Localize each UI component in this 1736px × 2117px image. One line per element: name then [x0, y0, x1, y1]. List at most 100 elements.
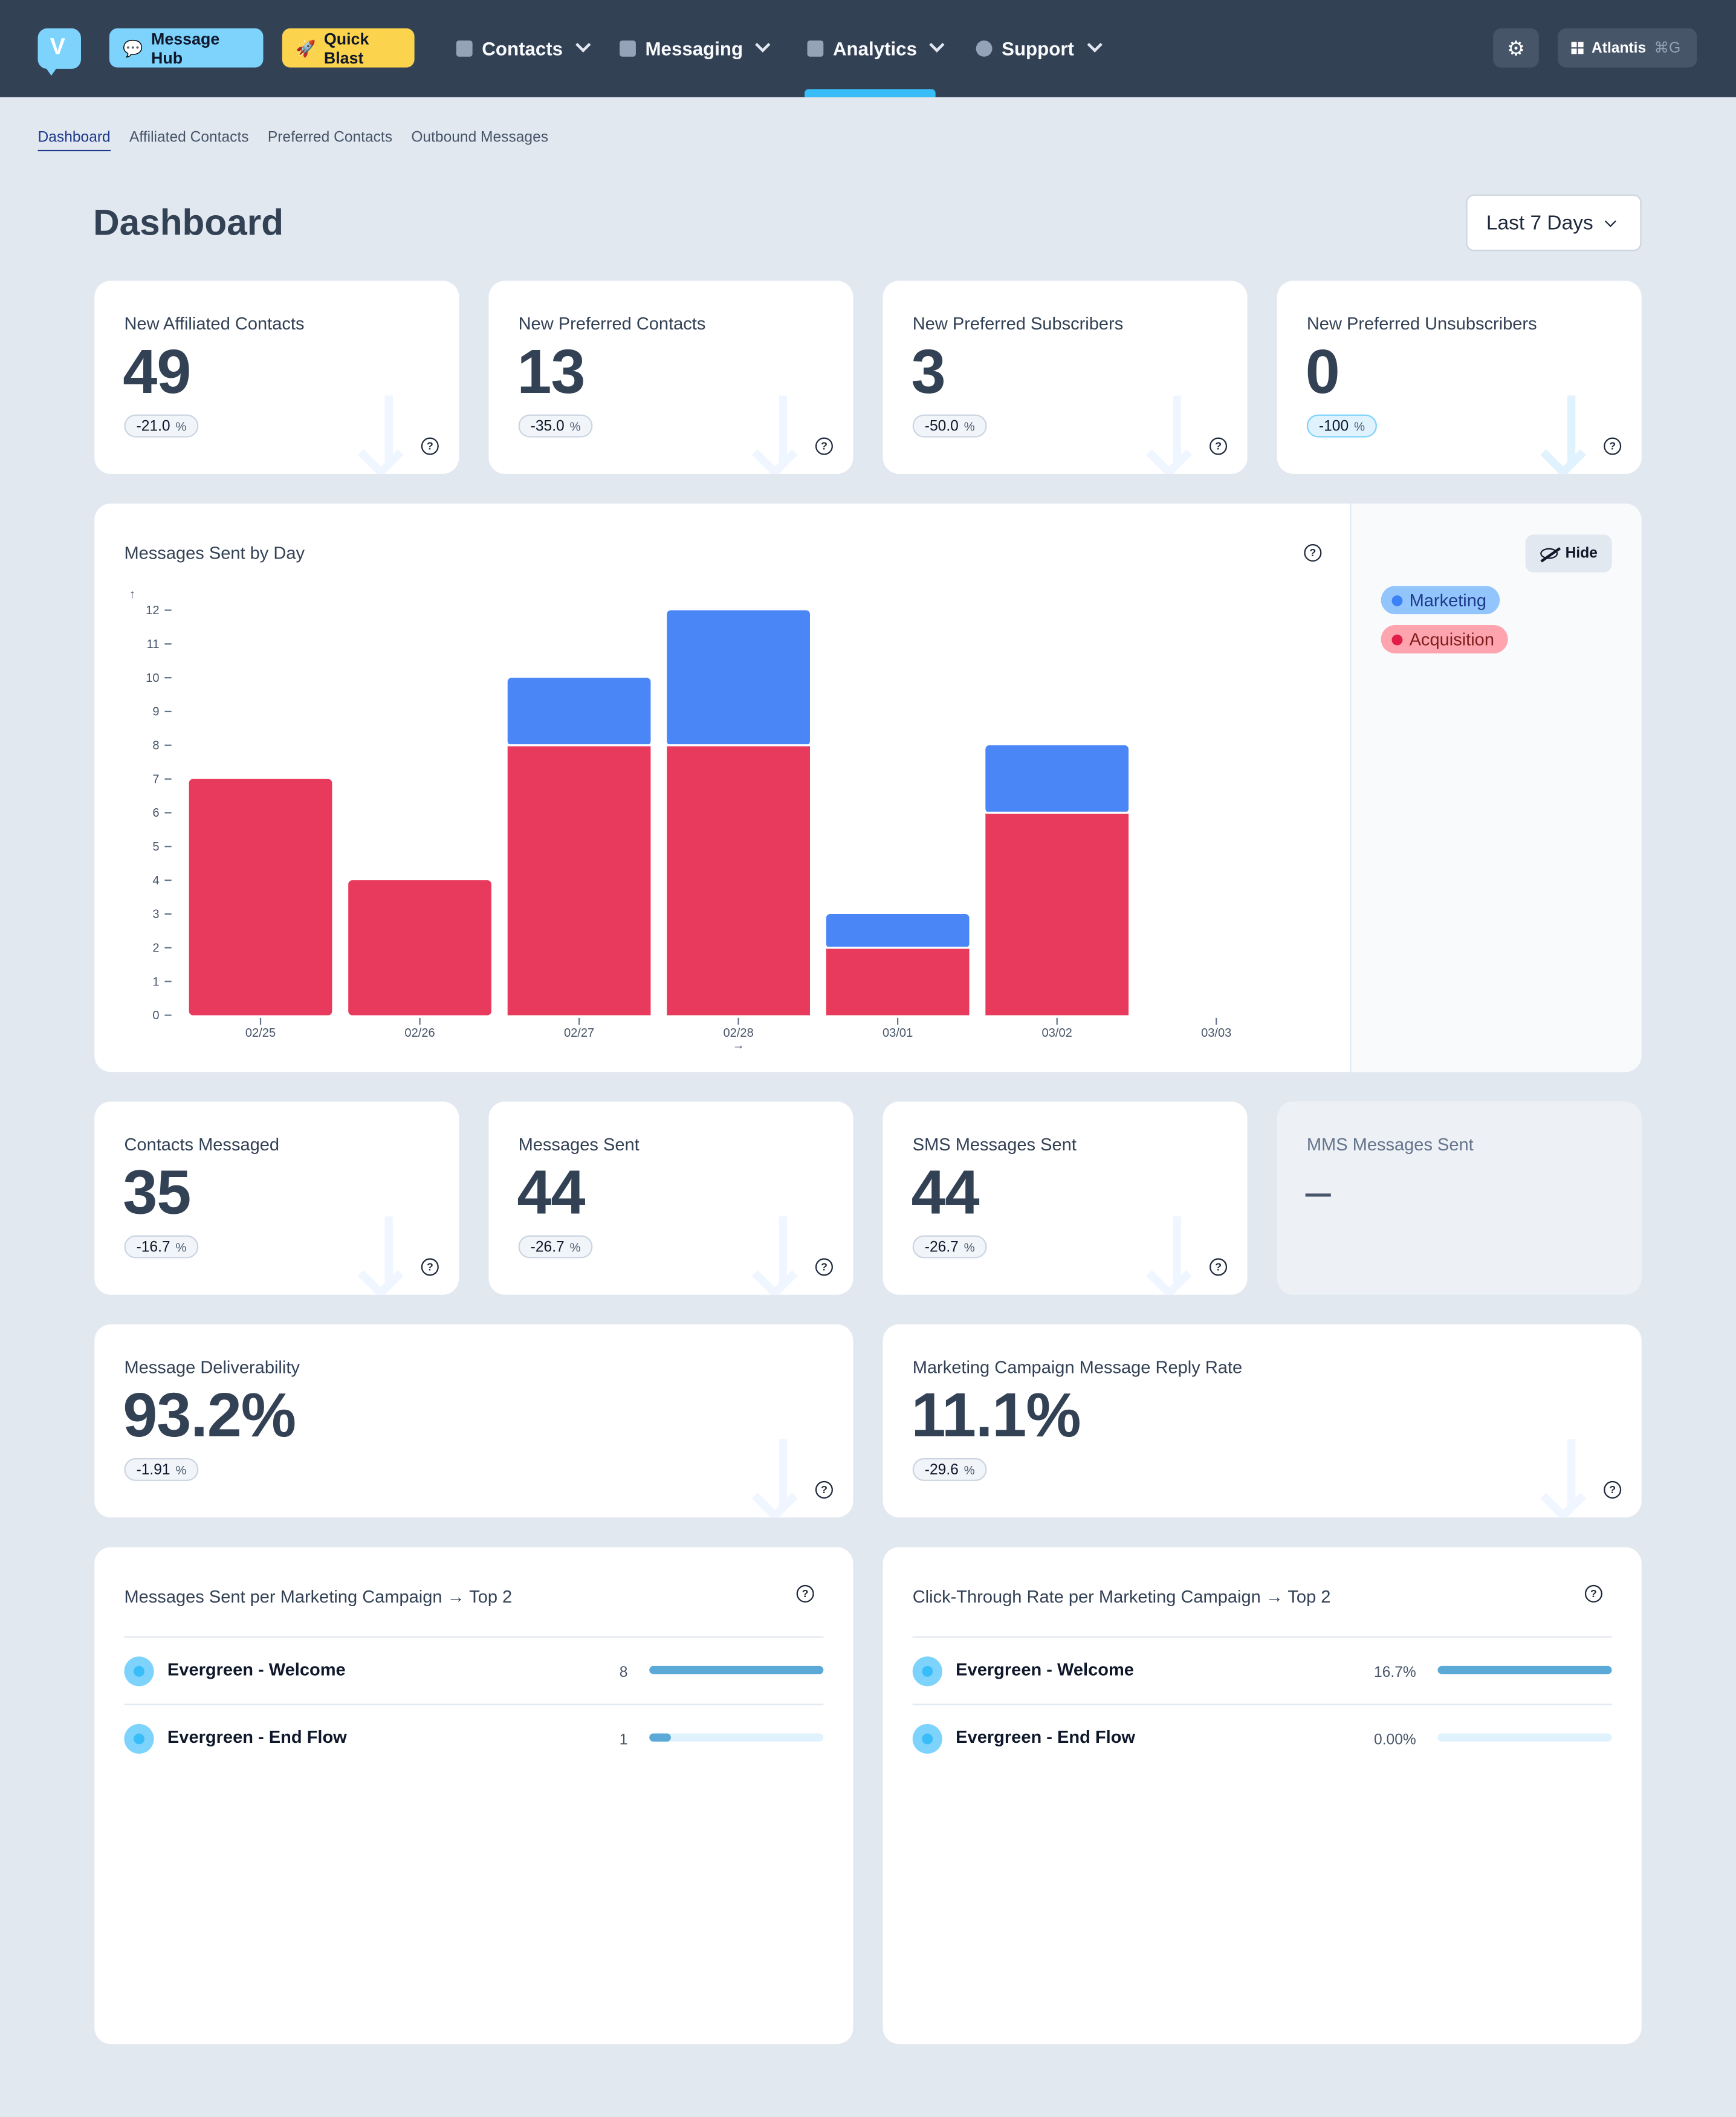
bar-acquisition [826, 947, 970, 1016]
chart-legend-panel: Hide Marketing Acquisition [1350, 504, 1642, 1072]
stat-value: 93.2% [123, 1379, 296, 1450]
stat-label: Marketing Campaign Message Reply Rate [912, 1357, 1243, 1377]
y-tick-label: 2 [152, 941, 159, 955]
campaign-ctr-card: Click-Through Rate per Marketing Campaig… [883, 1547, 1642, 2044]
stat-value: 44 [911, 1156, 979, 1228]
stat-label: New Preferred Subscribers [912, 313, 1124, 334]
help-icon[interactable]: ? [1304, 544, 1322, 562]
campaign-value: 16.7% [1374, 1664, 1416, 1681]
stat-label: MMS Messages Sent [1306, 1133, 1474, 1155]
down-arrow-icon [357, 1216, 416, 1295]
campaign-card-title: Click-Through Rate per Marketing Campaig… [912, 1586, 1331, 1607]
down-arrow-icon [1540, 1439, 1598, 1518]
y-tick-label: 9 [152, 705, 159, 719]
delta-value: -26.7 [924, 1239, 959, 1255]
down-arrow-icon [752, 1216, 810, 1295]
org-name: Atlantis [1592, 39, 1647, 56]
percent-icon: % [175, 1462, 187, 1477]
chevron-down-icon [1605, 215, 1617, 227]
down-arrow-icon [1146, 395, 1204, 474]
help-icon[interactable]: ? [815, 437, 833, 455]
campaign-row[interactable]: Evergreen - End Flow 1 [124, 1704, 824, 1771]
subnav-affiliated-contacts[interactable]: Affiliated Contacts [129, 129, 249, 146]
stat-label: Message Deliverability [124, 1357, 300, 1377]
campaign-avatar [124, 1723, 154, 1754]
down-arrow-icon [1146, 1216, 1204, 1295]
messages-by-day-card: Messages Sent by Day ? 0 1 2 3 4 5 6 7 8 9 10 11 12 ↑… [94, 504, 1642, 1072]
campaign-row[interactable]: Evergreen - End Flow 0.00% [912, 1704, 1612, 1771]
date-range-select[interactable]: Last 7 Days [1466, 194, 1642, 251]
help-icon[interactable]: ? [815, 1258, 833, 1276]
nav-messaging[interactable]: Messaging [620, 34, 771, 63]
y-tick-label: 10 [146, 672, 159, 685]
y-tick-label: 0 [152, 1009, 159, 1022]
help-icon[interactable]: ? [1604, 1480, 1622, 1499]
help-icon[interactable]: ? [421, 1258, 439, 1276]
chevron-down-icon [575, 37, 591, 53]
down-arrow-icon [752, 395, 810, 474]
y-tick-label: 7 [152, 773, 159, 786]
stat-card-sms-messages-sent: SMS Messages Sent 44 -26.7% ? [883, 1101, 1248, 1295]
percent-icon: % [569, 419, 581, 433]
x-tick-label: 03/03 [1201, 1026, 1231, 1040]
subnav-dashboard[interactable]: Dashboard [37, 129, 111, 152]
campaign-bar-fill [1437, 1665, 1612, 1674]
message-hub-button[interactable]: 💬 Message Hub [109, 28, 264, 68]
campaign-bar-fill [649, 1733, 672, 1742]
campaign-row[interactable]: Evergreen - Welcome 16.7% [912, 1636, 1612, 1704]
percent-icon: % [569, 1240, 581, 1254]
stat-value: – [1305, 1166, 1331, 1218]
nav-contacts[interactable]: Contacts [456, 34, 591, 63]
stat-value: 3 [911, 336, 945, 407]
stat-card-contacts-messaged: Contacts Messaged 35 -16.7% ? [94, 1101, 459, 1295]
campaign-bar-fill [649, 1665, 824, 1674]
gear-icon: ⚙ [1506, 37, 1526, 60]
nav-support[interactable]: Support [976, 34, 1103, 63]
help-icon[interactable]: ? [421, 437, 439, 455]
stat-label: Messages Sent [518, 1133, 640, 1155]
stat-label: Contacts Messaged [124, 1133, 280, 1155]
bar-acquisition [667, 745, 810, 1016]
stat-label: New Preferred Unsubscribers [1306, 313, 1537, 334]
subnav-outbound-messages[interactable]: Outbound Messages [411, 129, 549, 146]
settings-button[interactable]: ⚙ [1493, 28, 1539, 68]
app-logo[interactable]: V [37, 28, 81, 76]
stat-card-new-preferred-contacts: New Preferred Contacts 13 -35.0% ? [488, 280, 853, 474]
help-icon[interactable]: ? [815, 1480, 833, 1499]
campaign-bar-track [1437, 1665, 1612, 1674]
stat-card-new-preferred-subscribers: New Preferred Subscribers 3 -50.0% ? [883, 280, 1248, 474]
active-nav-indicator [805, 89, 936, 97]
nav-analytics-label: Analytics [832, 37, 917, 60]
down-arrow-icon [1540, 395, 1598, 474]
x-tick-label: 02/28 [723, 1026, 753, 1040]
y-tick-label: 3 [152, 908, 159, 921]
quick-blast-label: Quick Blast [323, 29, 369, 67]
legend-marketing[interactable]: Marketing [1381, 586, 1500, 615]
rocket-icon: 🚀 [296, 38, 316, 57]
legend-label: Marketing [1409, 589, 1487, 611]
grid-icon [1571, 42, 1584, 54]
nav-messaging-label: Messaging [645, 37, 743, 60]
x-tick-label: 02/26 [404, 1026, 435, 1040]
logo-letter: V [50, 33, 65, 60]
delta-badge: -26.7% [518, 1235, 593, 1259]
bar-acquisition [985, 812, 1129, 1016]
help-icon[interactable]: ? [1604, 437, 1622, 455]
help-icon[interactable]: ? [1584, 1584, 1602, 1603]
subnav-preferred-contacts[interactable]: Preferred Contacts [267, 129, 393, 146]
help-icon[interactable]: ? [1210, 437, 1228, 455]
stat-card-reply-rate: Marketing Campaign Message Reply Rate 11… [883, 1324, 1642, 1518]
quick-blast-button[interactable]: 🚀 Quick Blast [282, 28, 415, 68]
x-tick-label: 03/01 [883, 1026, 913, 1040]
nav-analytics[interactable]: Analytics [807, 34, 945, 63]
legend-acquisition[interactable]: Acquisition [1381, 625, 1508, 653]
help-icon[interactable]: ? [796, 1584, 814, 1603]
campaign-row[interactable]: Evergreen - Welcome 8 [124, 1636, 824, 1704]
stat-card-messages-sent: Messages Sent 44 -26.7% ? [488, 1101, 853, 1295]
hide-legend-button[interactable]: Hide [1525, 534, 1612, 572]
percent-icon: % [964, 419, 975, 433]
help-icon[interactable]: ? [1210, 1258, 1228, 1276]
stat-label: New Affiliated Contacts [124, 313, 305, 334]
org-switcher-button[interactable]: Atlantis ⌘G [1558, 28, 1697, 68]
